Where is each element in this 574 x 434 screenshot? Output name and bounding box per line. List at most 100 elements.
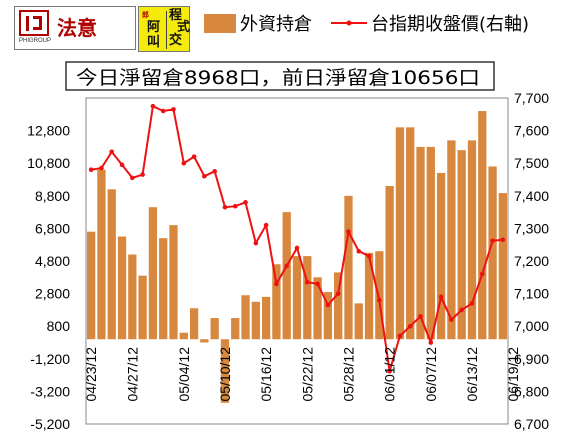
position-bar [189,308,199,340]
position-bar [251,301,260,340]
price-point [418,314,423,319]
price-point [130,175,135,181]
plot-area-border [85,97,509,425]
price-point [181,160,187,166]
position-bar [416,146,425,340]
price-point [335,291,341,296]
x-tick-label: 06/01/12 [382,347,398,402]
price-point [232,203,238,209]
position-bar [107,189,116,340]
right-tick-label: 7,400 [514,188,549,204]
badge-char: 阿 [147,20,161,35]
position-bar [138,275,147,340]
phigroup-mark-icon [19,10,49,36]
left-tick-label: 4,800 [35,253,70,269]
price-point [356,248,362,254]
badge-small-char: 郎 [142,12,149,19]
phigroup-logo-name: 法意 [57,16,97,40]
position-bar [395,127,405,340]
net-position-note: 今日淨留倉8968口，前日淨留倉10656口 [76,67,480,89]
position-bar [231,318,240,340]
position-bar [323,291,333,340]
left-tick-label: -1,200 [30,351,70,367]
x-tick-label: 05/22/12 [299,347,315,402]
price-point [222,204,228,210]
position-bar [488,166,497,340]
right-tick-label: 7,200 [514,253,549,269]
badge-divider [166,11,167,49]
position-bar [344,195,353,340]
badge-char: 程 [169,8,183,23]
position-bar [364,252,374,340]
price-point [150,103,156,109]
left-axis-labels: -5,200 -3,200 -1,200 800 2,800 4,800 6,800 8,80… [27,123,70,432]
price-point [438,294,444,300]
position-bar [375,251,384,340]
price-point [459,307,464,313]
price-point [325,302,331,308]
price-point [263,222,269,228]
x-tick-label: 06/13/12 [464,347,480,402]
position-bar [478,111,487,340]
price-point [191,154,197,159]
price-point [253,240,259,246]
x-tick-label: 04/23/12 [83,347,99,402]
position-bar [313,277,322,340]
price-point [387,368,392,374]
badge-char: 式 [177,20,191,35]
program-trading-badge: 郎 阿 叫 程 式 交 [138,6,190,52]
right-tick-label: 7,500 [514,155,549,171]
left-tick-label: -5,200 [30,416,70,432]
price-point [407,323,413,329]
right-tick-label: 7,000 [514,318,549,334]
price-point [202,173,207,179]
right-tick-label: 6,700 [514,416,549,432]
position-bar [179,332,188,340]
legend-bar-swatch [204,14,236,33]
position-bar [117,236,127,340]
right-tick-label: 6,900 [514,351,549,367]
position-bar [406,127,415,340]
price-point [88,167,94,173]
legend-line-marker [346,20,352,26]
price-point [140,172,145,177]
position-bar [385,186,394,340]
price-point [479,271,485,277]
price-point [469,301,475,306]
left-tick-label: 8,800 [35,188,70,204]
position-bar [303,256,312,340]
price-point [366,253,372,259]
price-point [243,200,248,205]
line-series [88,103,506,374]
position-bar [447,140,456,340]
right-tick-label: 6,800 [514,383,549,399]
price-point [119,162,125,168]
x-tick-label: 05/10/12 [217,347,233,402]
left-tick-label: 12,800 [27,123,70,139]
price-point [304,279,310,285]
position-bar [200,339,209,343]
left-tick-label: 2,800 [35,286,70,302]
price-point [377,297,382,303]
position-bar [220,339,230,403]
legend: 外資持倉 台指期收盤價(右軸) [204,14,529,35]
position-bar [292,256,302,340]
right-tick-label: 7,300 [514,220,549,236]
legend-bar-label: 外資持倉 [240,14,312,35]
left-tick-label: 10,800 [27,155,70,171]
position-bar [436,172,446,340]
price-point [212,169,217,174]
price-point [99,165,104,171]
price-point [109,149,115,155]
right-tick-label: 7,100 [514,286,549,302]
price-point [490,238,495,244]
price-point [428,340,434,345]
x-tick-label: 06/07/12 [423,347,439,402]
position-bar [210,318,219,340]
position-bar [87,231,96,340]
position-bar [282,212,291,340]
right-tick-label: 7,700 [514,90,549,106]
left-tick-label: 800 [47,318,71,334]
right-tick-label: 7,600 [514,123,549,139]
